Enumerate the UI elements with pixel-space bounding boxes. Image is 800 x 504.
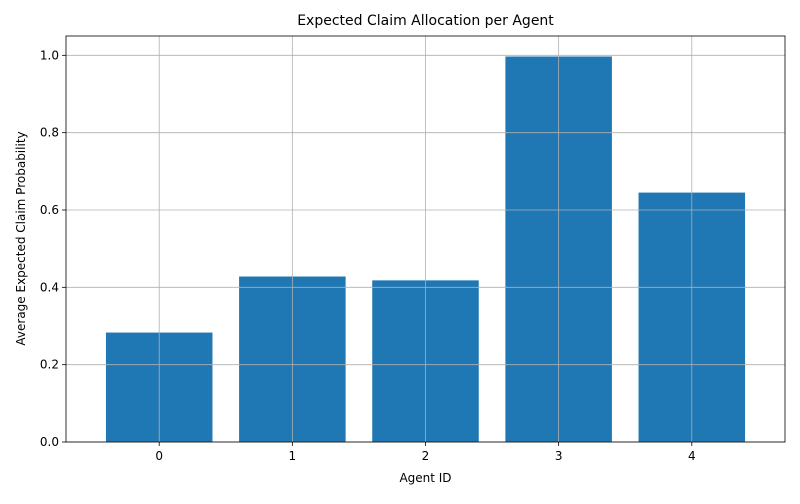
- x-tick-label: 1: [289, 449, 297, 463]
- axes-layer: 0.0 0.2 0.4 0.6 0.8 1.0 0 1 2 3 4: [40, 35, 786, 463]
- x-axis-label: Agent ID: [399, 471, 451, 485]
- x-tick-label: 3: [555, 449, 563, 463]
- y-tick-label: 0.8: [40, 126, 59, 140]
- x-tick-label: 4: [688, 449, 696, 463]
- plot-frame: [65, 35, 786, 443]
- y-tick-label: 0.2: [40, 358, 59, 372]
- chart-title: Expected Claim Allocation per Agent: [297, 13, 554, 29]
- y-tick-label: 1.0: [40, 48, 59, 62]
- y-tick-label: 0.6: [40, 203, 59, 217]
- y-tick-label: 0.0: [40, 435, 59, 449]
- grid-layer: [66, 36, 785, 443]
- x-tick-label: 2: [422, 449, 430, 463]
- x-tick-label: 0: [155, 449, 163, 463]
- y-axis-label: Average Expected Claim Probability: [14, 131, 28, 345]
- y-tick-label: 0.4: [40, 280, 59, 294]
